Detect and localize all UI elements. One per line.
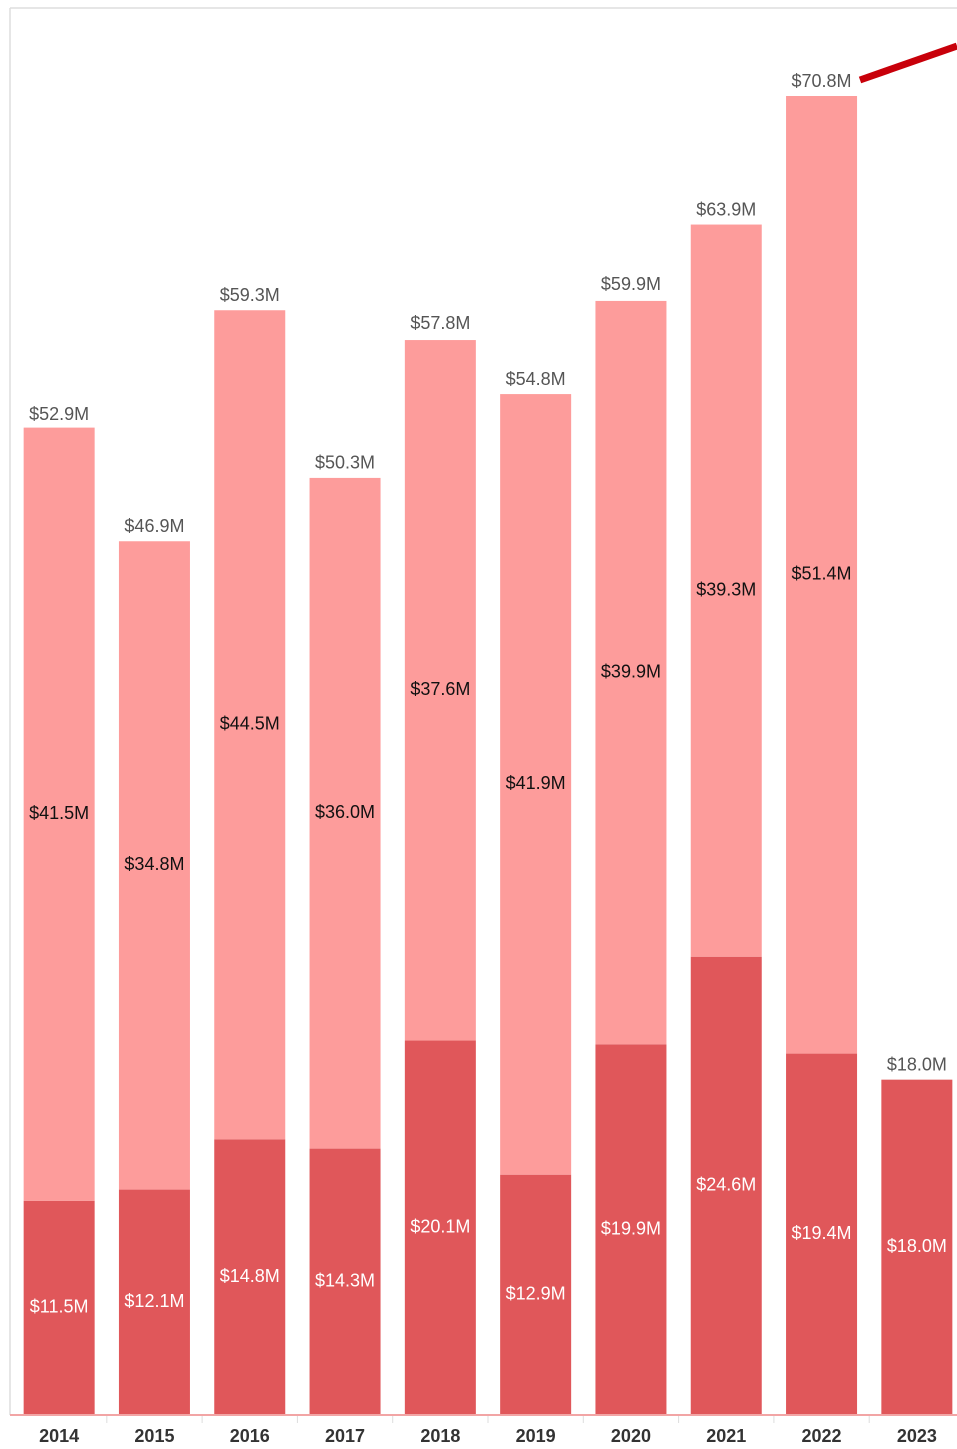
bar-segment [118, 1189, 190, 1415]
bar-segment [214, 1139, 286, 1415]
x-tick-label: 2020 [611, 1426, 651, 1446]
segment-label: $37.6M [410, 679, 470, 699]
x-tick-label: 2018 [420, 1426, 460, 1446]
x-tick-label: 2021 [706, 1426, 746, 1446]
segment-label: $12.9M [506, 1284, 566, 1304]
total-label: $59.3M [220, 285, 280, 305]
bar-segment [214, 310, 286, 1140]
total-label: $46.9M [124, 516, 184, 536]
bar-segment [500, 394, 572, 1175]
segment-label: $12.1M [124, 1291, 184, 1311]
bar-segment [23, 427, 95, 1201]
total-label: $63.9M [696, 199, 756, 219]
bar-segment [690, 956, 762, 1415]
bar-segment [404, 340, 476, 1041]
annotation-arrow [858, 42, 957, 84]
x-tick-label: 2022 [802, 1426, 842, 1446]
segment-label: $18.0M [887, 1236, 947, 1256]
x-tick-label: 2019 [516, 1426, 556, 1446]
segment-label: $14.8M [220, 1266, 280, 1286]
bar-segment [595, 1044, 667, 1415]
segment-label: $20.1M [410, 1217, 470, 1237]
total-label: $52.9M [29, 404, 89, 424]
x-tick-label: 2014 [39, 1426, 79, 1446]
total-label: $50.3M [315, 453, 375, 473]
segment-label: $34.8M [124, 854, 184, 874]
bar-segment [23, 1200, 95, 1415]
total-label: $70.8M [792, 71, 852, 91]
bar-segment [309, 477, 381, 1149]
bar-segment [118, 541, 190, 1190]
total-label: $54.8M [506, 369, 566, 389]
bar-segment [500, 1174, 572, 1415]
bar-segment [404, 1040, 476, 1415]
total-label: $57.8M [410, 313, 470, 333]
segment-label: $39.9M [601, 661, 661, 681]
segment-label: $24.6M [696, 1175, 756, 1195]
total-label: $59.9M [601, 274, 661, 294]
segment-label: $11.5M [30, 1297, 89, 1317]
segment-label: $51.4M [792, 564, 852, 584]
bar-segment [595, 300, 667, 1045]
x-tick-label: 2017 [325, 1426, 365, 1446]
bar-segment [309, 1148, 381, 1415]
segment-label: $41.5M [29, 803, 89, 823]
total-label: $18.0M [887, 1054, 947, 1074]
x-tick-label: 2023 [897, 1426, 937, 1446]
bar-segment [881, 1079, 953, 1415]
bar-segment [690, 224, 762, 957]
segment-label: $39.3M [696, 579, 756, 599]
x-tick-label: 2016 [230, 1426, 270, 1446]
segment-label: $19.9M [601, 1218, 661, 1238]
segment-label: $36.0M [315, 802, 375, 822]
segment-label: $19.4M [792, 1223, 852, 1243]
bar-segment [786, 96, 858, 1054]
segment-label: $41.9M [506, 773, 566, 793]
x-tick-label: 2015 [134, 1426, 174, 1446]
segment-label: $44.5M [220, 714, 280, 734]
bar-segment [786, 1053, 858, 1415]
segment-label: $14.3M [315, 1271, 375, 1291]
